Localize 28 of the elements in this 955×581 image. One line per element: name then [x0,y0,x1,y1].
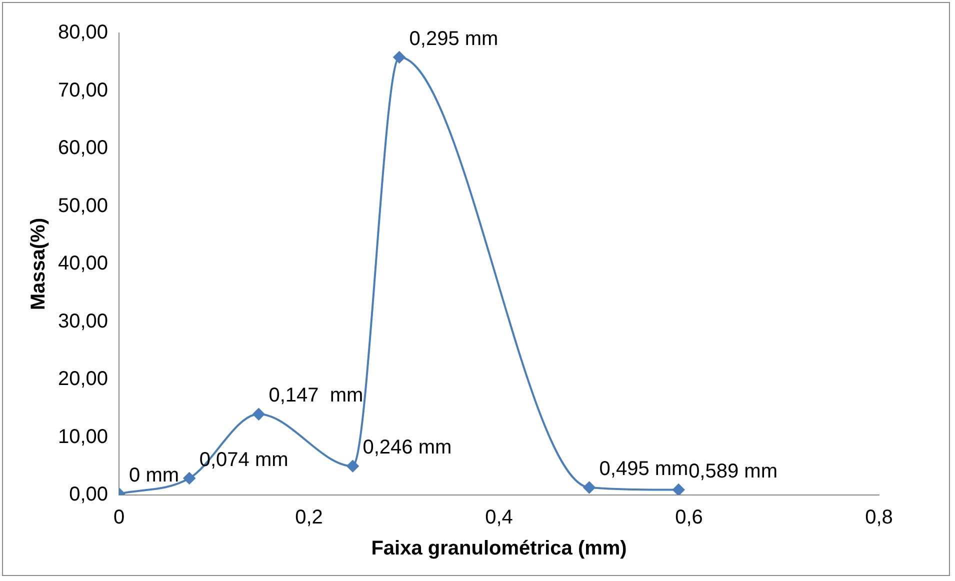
y-tick-label: 50,00 [58,194,108,217]
annotation: 0,246 mm [362,436,452,459]
point [672,484,685,495]
x-tick-label: 0,4 [485,506,513,529]
point [583,481,596,494]
y-tick-label: 10,00 [58,426,108,448]
y-tick-label: 80,00 [58,22,108,44]
point [183,472,196,484]
annotation: 0,589 mm [688,460,778,482]
y-tick-label: 20,00 [58,368,108,390]
y-axis-title: Massa(%) [28,218,50,310]
x-tick-label: 0 [113,506,125,529]
annotation: 0,295 mm [409,28,498,50]
point [346,460,359,472]
point [252,408,265,420]
x-tick-label: 0,2 [295,506,323,529]
y-tick-label: 30,00 [58,310,108,332]
y-tick-label: 0,00 [69,484,108,506]
y-tick-label: 70,00 [58,79,108,102]
x-axis-title: Faixa granulométrica (mm) [371,538,627,560]
x-tick-label: 0,8 [865,506,893,529]
x-tick-label: 0,6 [675,506,703,529]
y-tick-label: 60,00 [58,137,108,160]
point [393,51,406,64]
annotation: 0,147 mm [268,384,364,407]
y-tick-label: 40,00 [58,252,108,275]
annotation: 0,495 mm [599,458,688,480]
annotation: 0 mm [129,464,180,486]
